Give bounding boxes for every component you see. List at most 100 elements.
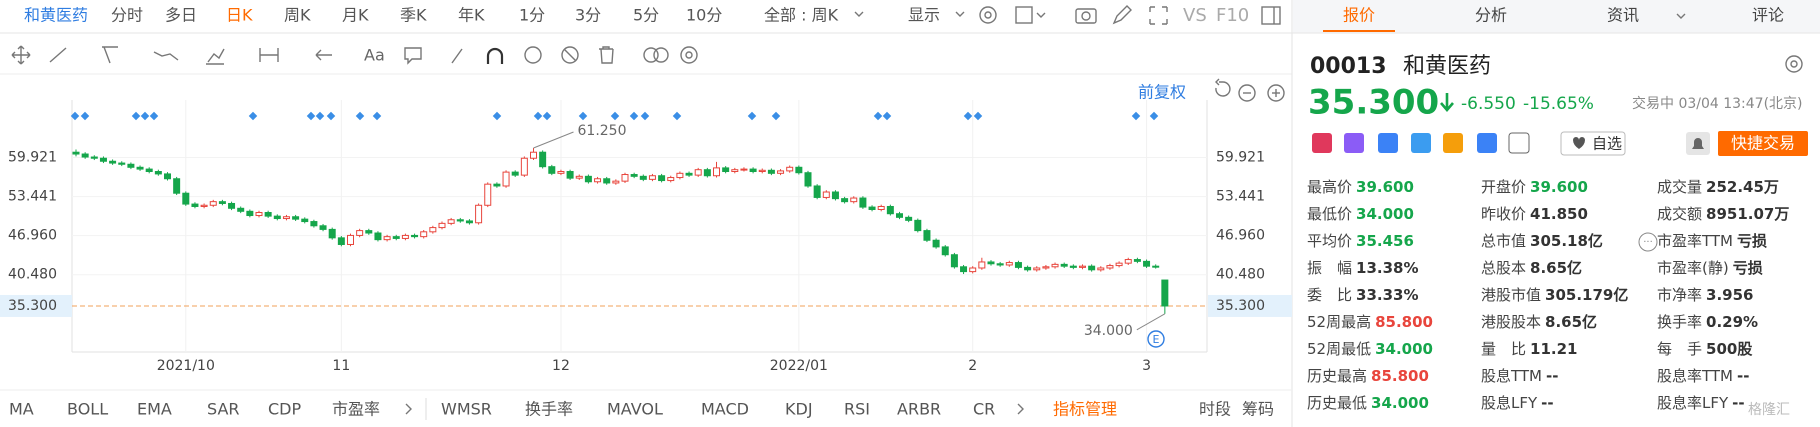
feature-icon[interactable] — [1508, 132, 1530, 154]
delete-tool[interactable] — [599, 46, 614, 64]
period-tab[interactable]: 周K — [284, 6, 311, 25]
range-tool[interactable] — [259, 48, 279, 62]
panel-icon[interactable] — [1261, 6, 1281, 25]
indicator-tab[interactable]: SAR — [207, 400, 240, 419]
event-marker[interactable] — [492, 111, 502, 121]
indicator-tab[interactable]: CR — [973, 400, 995, 419]
indicator-tab[interactable]: EMA — [137, 400, 172, 419]
event-marker[interactable] — [248, 111, 258, 121]
quote-tab[interactable]: 分析 — [1475, 6, 1507, 25]
event-marker[interactable] — [640, 111, 650, 121]
indicator-tab[interactable]: BOLL — [67, 400, 108, 419]
indicator-tab[interactable]: KDJ — [785, 400, 813, 419]
event-marker[interactable] — [771, 111, 781, 121]
event-marker[interactable] — [973, 111, 983, 121]
event-marker[interactable] — [80, 111, 90, 121]
event-marker[interactable] — [326, 111, 336, 121]
measure-tool[interactable] — [206, 48, 225, 65]
feature-icon[interactable] — [1477, 133, 1497, 153]
pencil-icon[interactable] — [1112, 5, 1132, 25]
extra-tab[interactable]: 时段 — [1199, 400, 1231, 419]
trade-label[interactable]: 快捷交易 — [1731, 134, 1795, 153]
feature-icon[interactable] — [1378, 133, 1398, 153]
feature-icon[interactable] — [1344, 133, 1364, 153]
period-tab[interactable]: 分时 — [111, 6, 143, 25]
watch-label[interactable]: 自选 — [1592, 135, 1622, 153]
event-marker[interactable] — [533, 111, 543, 121]
zoom-out[interactable] — [1238, 84, 1256, 102]
adjust-mode[interactable]: 前复权 — [1138, 83, 1186, 102]
indicator-tab[interactable]: CDP — [268, 400, 301, 419]
event-marker[interactable] — [672, 111, 682, 121]
event-badge[interactable] — [1147, 330, 1165, 348]
magnet-tool[interactable] — [486, 47, 504, 64]
event-marker[interactable] — [747, 111, 757, 121]
quote-tab[interactable]: 报价 — [1343, 6, 1375, 25]
event-marker[interactable] — [355, 111, 365, 121]
period-tab[interactable]: 多日 — [165, 6, 197, 25]
hk-icon[interactable] — [1312, 133, 1332, 153]
range-select[interactable]: 全部 : 周K — [764, 6, 839, 25]
indicator-tab[interactable]: MAVOL — [607, 400, 663, 419]
angle-tool[interactable] — [451, 48, 463, 64]
camera-icon[interactable] — [1075, 8, 1097, 24]
event-marker[interactable] — [70, 111, 80, 121]
move-tool[interactable] — [11, 45, 31, 65]
expand-icon[interactable] — [1149, 6, 1168, 25]
indicator-tab[interactable]: 换手率 — [525, 400, 573, 419]
event-marker[interactable] — [315, 111, 325, 121]
event-marker[interactable] — [140, 111, 150, 121]
period-tab[interactable]: 10分 — [686, 6, 722, 25]
event-marker[interactable] — [131, 111, 141, 121]
note-tool[interactable] — [404, 47, 422, 65]
lock-tool[interactable] — [524, 46, 542, 64]
square-icon[interactable] — [1015, 6, 1046, 24]
stock-link[interactable]: 和黄医药 — [24, 6, 88, 25]
wave-tool[interactable] — [153, 51, 179, 61]
line-tool[interactable] — [49, 47, 67, 63]
event-marker[interactable] — [963, 111, 973, 121]
indicator-tab[interactable]: 市盈率 — [332, 400, 380, 419]
indicator-tab[interactable]: WMSR — [441, 400, 492, 419]
indicator-tab[interactable]: MACD — [701, 400, 749, 419]
indicator-tab[interactable]: RSI — [844, 400, 870, 419]
overlay-tool[interactable] — [643, 47, 669, 63]
hide-tool[interactable] — [561, 46, 579, 64]
ray-tool[interactable] — [102, 46, 118, 64]
period-tab[interactable]: 1分 — [519, 6, 545, 25]
event-marker[interactable] — [882, 111, 892, 121]
feature-icon[interactable] — [1411, 133, 1431, 153]
event-marker[interactable] — [610, 111, 620, 121]
indicator-tab[interactable]: MA — [9, 400, 34, 419]
chevron[interactable] — [405, 403, 412, 415]
period-tab[interactable]: 年K — [458, 6, 485, 25]
extra-tab[interactable]: 筹码 — [1242, 400, 1274, 419]
f10[interactable]: F10 — [1216, 5, 1249, 26]
event-marker[interactable] — [1149, 111, 1159, 121]
compare[interactable]: VS — [1183, 5, 1207, 26]
text-tool[interactable]: Aa — [364, 46, 385, 65]
event-marker[interactable] — [542, 111, 552, 121]
trade-button[interactable] — [1718, 131, 1808, 156]
indicator-tab[interactable]: ARBR — [897, 400, 941, 419]
event-marker[interactable] — [578, 111, 588, 121]
period-tab[interactable]: 季K — [400, 6, 427, 25]
period-tab[interactable]: 5分 — [633, 6, 659, 25]
event-marker[interactable] — [306, 111, 316, 121]
event-marker[interactable] — [629, 111, 639, 121]
event-marker[interactable] — [873, 111, 883, 121]
zoom-in[interactable] — [1267, 84, 1285, 102]
reset-icon[interactable] — [1215, 78, 1231, 97]
chevron[interactable] — [1017, 403, 1024, 415]
period-tab[interactable]: 3分 — [575, 6, 601, 25]
settings-icon[interactable] — [1785, 55, 1803, 73]
display-menu[interactable]: 显示 — [908, 6, 940, 25]
settings-icon[interactable] — [979, 6, 997, 24]
period-tab[interactable]: 日K — [226, 6, 253, 25]
chart-settings[interactable] — [680, 46, 698, 64]
event-marker[interactable] — [1131, 111, 1141, 121]
event-marker[interactable] — [149, 111, 159, 121]
period-tab[interactable]: 月K — [342, 6, 369, 25]
quote-tab[interactable]: 资讯 — [1607, 6, 1639, 25]
feature-icon[interactable] — [1443, 133, 1463, 153]
